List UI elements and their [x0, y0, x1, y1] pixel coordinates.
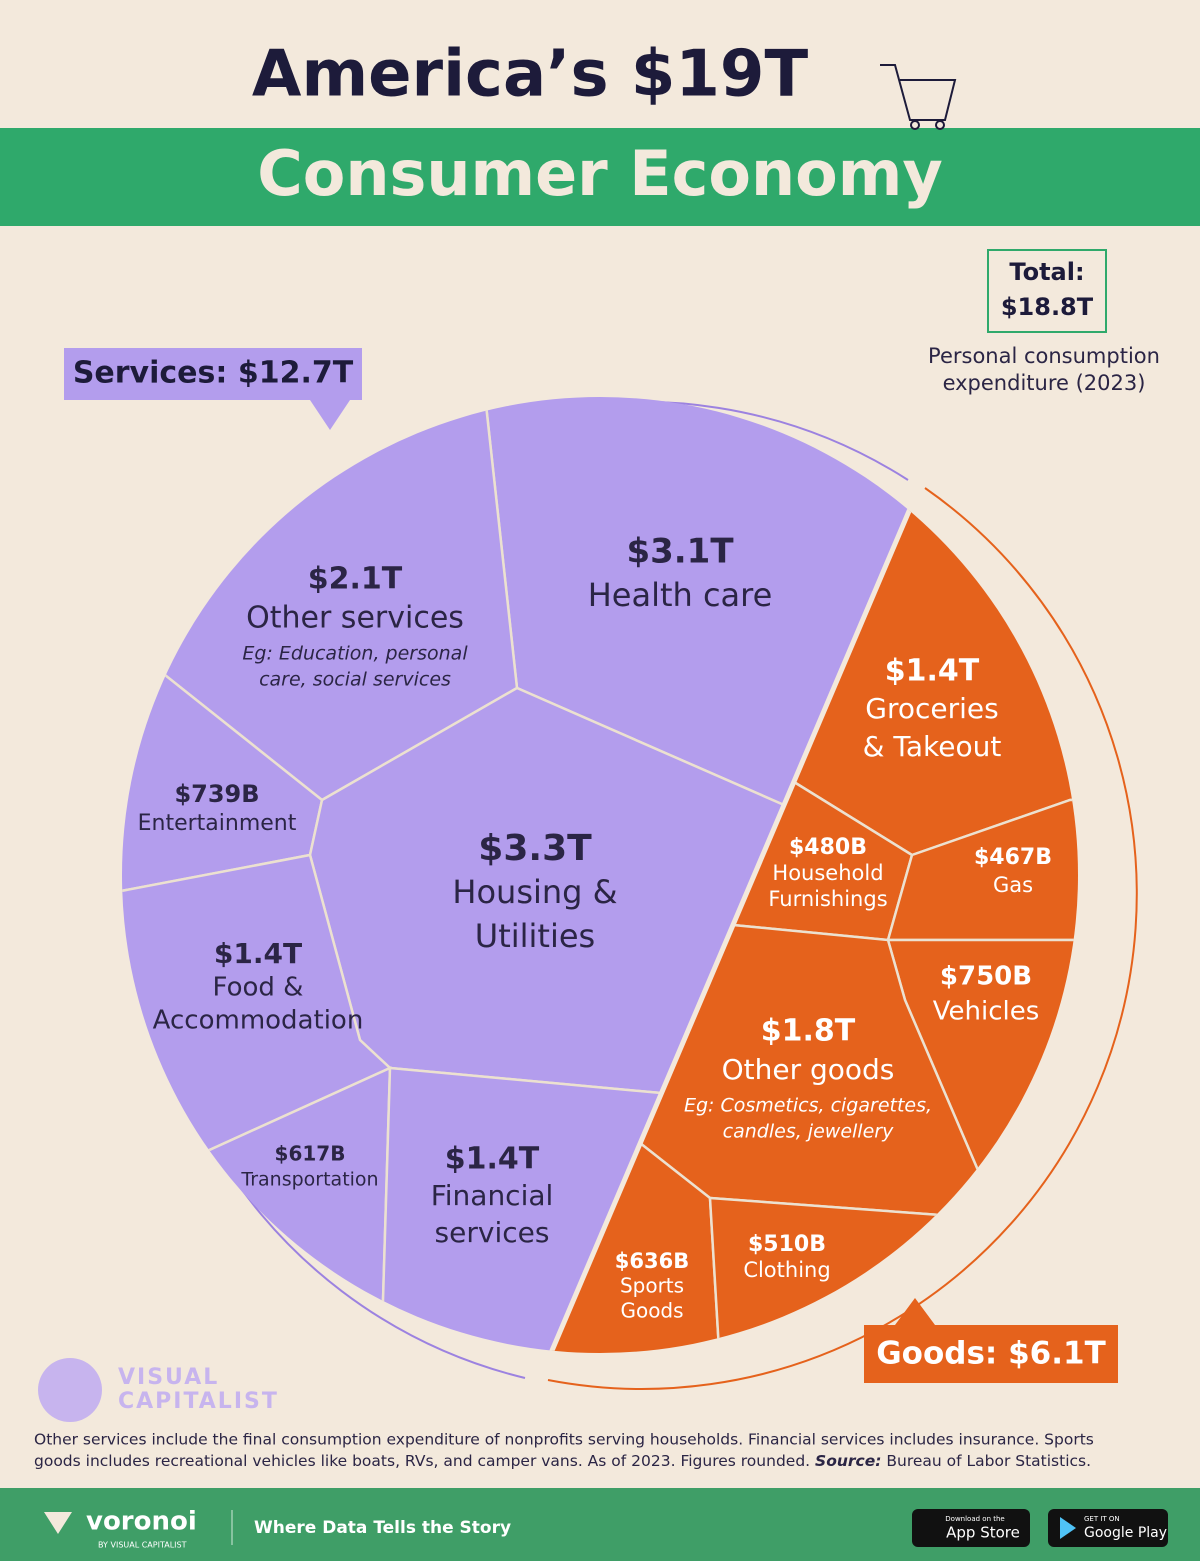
cell-label: Entertainment — [138, 811, 297, 836]
total-label: Total: — [1009, 258, 1084, 286]
footnote: goods includes recreational vehicles lik… — [34, 1452, 810, 1470]
cell-label: & Takeout — [863, 730, 1002, 763]
cell-note: candles, jewellery — [723, 1121, 894, 1143]
cell-value: $467B — [974, 845, 1052, 870]
source-label: Source: — [815, 1452, 881, 1470]
cart-icon — [880, 64, 957, 130]
vc-logo: VISUAL CAPITALIST — [38, 1358, 279, 1422]
total-box — [987, 249, 1107, 333]
goods-pointer — [895, 1298, 935, 1325]
cell — [378, 1066, 663, 1353]
cell-label: Food & — [213, 973, 304, 1003]
cell-value: $1.8T — [761, 1014, 856, 1049]
cell-note: care, social services — [259, 669, 451, 691]
cell-label: Sports — [620, 1274, 684, 1298]
cell-labels: $3.1T Health care $2.1T Other services Eg: E… — [138, 532, 1052, 1323]
services-pointer — [310, 400, 350, 430]
cell — [886, 798, 1078, 942]
cell-label: Goods — [620, 1299, 683, 1323]
cell-label: Gas — [993, 873, 1033, 897]
brand-sub: BY VISUAL CAPITALIST — [98, 1541, 187, 1550]
logo-text: VISUAL — [118, 1365, 219, 1390]
cell-label: Vehicles — [933, 997, 1040, 1027]
cell-value: $510B — [748, 1232, 826, 1257]
cell-label: Housing & — [452, 873, 617, 911]
cell-note: Eg: Education, personal — [242, 643, 468, 665]
cell-label: Furnishings — [768, 887, 887, 911]
goods-arc — [547, 487, 1138, 1390]
cell-value: $1.4T — [445, 1142, 540, 1177]
cell-label: Accommodation — [153, 1006, 364, 1036]
badge-small: Download on the — [945, 1515, 1004, 1523]
cell-label: Other services — [246, 601, 464, 636]
play-icon — [1060, 1517, 1076, 1539]
total-value: $18.8T — [1001, 293, 1094, 321]
cell-label: Transportation — [240, 1169, 378, 1191]
cell-value: $750B — [940, 962, 1032, 992]
app-store-badge[interactable] — [912, 1509, 1030, 1547]
cell-value: $3.3T — [478, 828, 592, 869]
footnote: goods includes recreational vehicles lik… — [34, 1452, 1091, 1470]
cell-note: Eg: Cosmetics, cigarettes, — [684, 1095, 932, 1117]
cell-value: $2.1T — [308, 562, 403, 597]
cell-label: Other goods — [722, 1053, 895, 1086]
brand: voronoi — [86, 1507, 197, 1537]
cell-value: $480B — [789, 835, 867, 860]
source: Bureau of Labor Statistics. — [886, 1452, 1091, 1470]
cell-label: Household — [772, 861, 883, 885]
total-note: Personal consumption — [928, 344, 1160, 368]
total-note: expenditure (2023) — [943, 371, 1146, 395]
cell-value: $617B — [275, 1142, 346, 1166]
tagline: Where Data Tells the Story — [254, 1518, 511, 1538]
cell-label: Clothing — [743, 1258, 830, 1282]
voronoi-icon — [44, 1512, 72, 1534]
cell-value: $1.4T — [885, 654, 980, 689]
subtitle-band — [0, 128, 1200, 226]
footnote: Other services include the final consump… — [34, 1431, 1094, 1449]
cell-label: Financial — [431, 1179, 554, 1212]
cell-value: $1.4T — [214, 937, 302, 970]
goods-tag — [864, 1325, 1118, 1383]
cell-label: Groceries — [865, 692, 998, 725]
cell-label: services — [435, 1216, 550, 1249]
cell-label: Health care — [588, 576, 773, 614]
services-label: Services: $12.7T — [73, 356, 354, 391]
subtitle: Consumer Economy — [257, 137, 943, 210]
title: America’s $19T — [252, 38, 809, 112]
services-tag — [64, 348, 362, 400]
cell-value: $636B — [615, 1249, 689, 1273]
badge-text: App Store — [946, 1524, 1020, 1542]
badge-small: GET IT ON — [1084, 1515, 1120, 1523]
cell-label: Utilities — [475, 917, 595, 955]
cell-value: $739B — [174, 780, 259, 808]
logo-text: CAPITALIST — [118, 1389, 279, 1414]
group-divider — [528, 409, 955, 1353]
cell-value: $3.1T — [626, 532, 734, 572]
play-badge[interactable] — [1048, 1509, 1168, 1547]
badge-text: Google Play — [1084, 1525, 1167, 1541]
cells — [122, 397, 1078, 1353]
goods-label: Goods: $6.1T — [876, 1336, 1106, 1372]
